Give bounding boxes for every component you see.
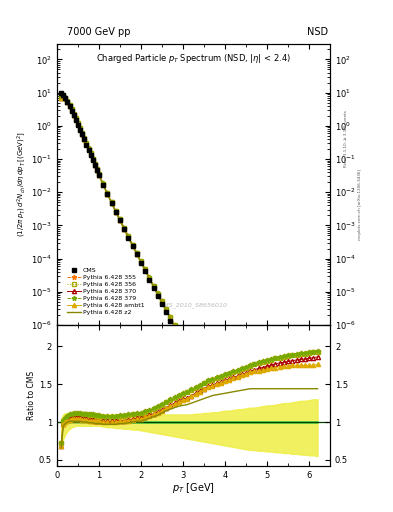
Text: mcplots.cern.ch [arXiv:1306.3436]: mcplots.cern.ch [arXiv:1306.3436] <box>358 169 362 240</box>
Y-axis label: Ratio to CMS: Ratio to CMS <box>27 371 36 420</box>
Legend: CMS, Pythia 6.428 355, Pythia 6.428 356, Pythia 6.428 370, Pythia 6.428 379, Pyt: CMS, Pythia 6.428 355, Pythia 6.428 356,… <box>66 267 146 316</box>
Text: CMS_2010_S8656010: CMS_2010_S8656010 <box>160 303 228 308</box>
Text: Charged Particle $p_T$ Spectrum (NSD, $|\eta|$ < 2.4): Charged Particle $p_T$ Spectrum (NSD, $|… <box>96 52 291 65</box>
Text: 7000 GeV pp: 7000 GeV pp <box>67 27 130 37</box>
Text: NSD: NSD <box>307 27 328 37</box>
Y-axis label: $(1/2\pi\,p_T)\,d^2N_{ch}/d\eta\,dp_T\,[({\rm GeV})^2]$: $(1/2\pi\,p_T)\,d^2N_{ch}/d\eta\,dp_T\,[… <box>15 132 28 237</box>
Text: Rivet 3.1.10, ≥ 3.1M events: Rivet 3.1.10, ≥ 3.1M events <box>344 110 348 167</box>
X-axis label: $p_T$ [GeV]: $p_T$ [GeV] <box>172 481 215 495</box>
